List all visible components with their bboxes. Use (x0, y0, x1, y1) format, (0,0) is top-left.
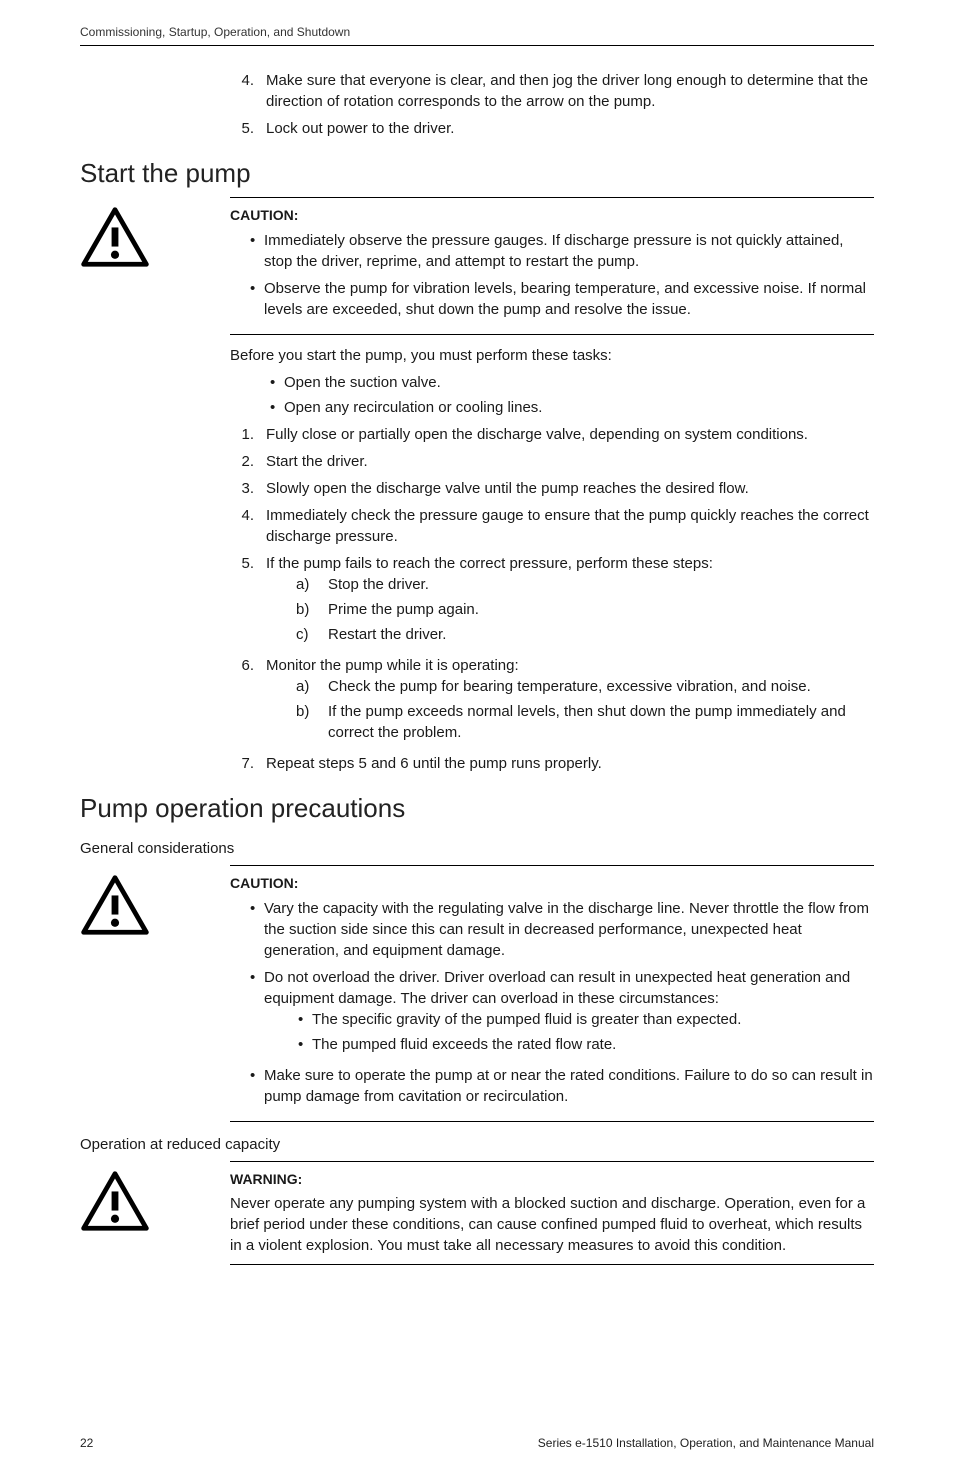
list-item: 1. Fully close or partially open the disc… (230, 424, 874, 445)
section-title-precautions: Pump operation precautions (80, 790, 874, 826)
warning-label: WARNING: (230, 1170, 874, 1190)
running-header: Commissioning, Startup, Operation, and S… (80, 24, 874, 46)
list-text: Repeat steps 5 and 6 until the pump runs… (266, 755, 602, 772)
list-text: Lock out power to the driver. (266, 120, 454, 137)
caution-block-1: CAUTION: Immediately observe the pressur… (80, 197, 874, 335)
list-subitem: c)Restart the driver. (296, 624, 874, 645)
bullet-item: Observe the pump for vibration levels, b… (250, 278, 874, 320)
warning-text: Never operate any pumping system with a … (230, 1193, 874, 1256)
list-number: 5. (230, 118, 254, 139)
list-text: Fully close or partially open the discha… (266, 426, 808, 443)
list-text: Immediately check the pressure gauge to … (266, 507, 869, 545)
caution-block-2: CAUTION: Vary the capacity with the regu… (80, 865, 874, 1122)
list-number: 4. (230, 70, 254, 112)
list-subitem: a)Check the pump for bearing temperature… (296, 676, 874, 697)
subheading-general: General considerations (80, 838, 874, 859)
bullet-item: Open the suction valve. (270, 372, 874, 393)
caution-label: CAUTION: (230, 874, 874, 894)
list-item: 2. Start the driver. (230, 451, 874, 472)
list-number: 4. (230, 505, 254, 547)
bullet-item: Immediately observe the pressure gauges.… (250, 230, 874, 272)
list-number: 2. (230, 451, 254, 472)
list-item: 6. Monitor the pump while it is operating… (230, 655, 874, 747)
warning-icon (80, 197, 230, 335)
list-text: Make sure that everyone is clear, and th… (266, 72, 868, 110)
list-number: 5. (230, 553, 254, 649)
warning-icon (80, 865, 230, 1122)
list-text: Monitor the pump while it is operating: (266, 657, 519, 674)
continued-steps: 4. Make sure that everyone is clear, and … (230, 70, 874, 139)
list-subitem: b)If the pump exceeds normal levels, the… (296, 701, 874, 743)
page-number: 22 (80, 1435, 93, 1452)
section-title-start-pump: Start the pump (80, 155, 874, 191)
list-text: Slowly open the discharge valve until th… (266, 480, 749, 497)
doc-title: Series e-1510 Installation, Operation, a… (538, 1435, 874, 1452)
list-number: 7. (230, 753, 254, 774)
list-text: Start the driver. (266, 453, 368, 470)
warning-icon (80, 1161, 230, 1266)
list-number: 3. (230, 478, 254, 499)
list-subitem: b)Prime the pump again. (296, 599, 874, 620)
page-footer: 22 Series e-1510 Installation, Operation… (80, 1435, 874, 1452)
bullet-item: Make sure to operate the pump at or near… (250, 1065, 874, 1107)
list-number: 1. (230, 424, 254, 445)
bullet-item: Open any recirculation or cooling lines. (270, 397, 874, 418)
list-item: 5. If the pump fails to reach the correct… (230, 553, 874, 649)
bullet-item: Vary the capacity with the regulating va… (250, 898, 874, 961)
bullet-item: Do not overload the driver. Driver overl… (250, 967, 874, 1059)
list-text: If the pump fails to reach the correct p… (266, 555, 713, 572)
warning-block: WARNING: Never operate any pumping syste… (80, 1161, 874, 1266)
list-subitem: a)Stop the driver. (296, 574, 874, 595)
before-text: Before you start the pump, you must perf… (230, 345, 874, 366)
bullet-subitem: The pumped fluid exceeds the rated flow … (298, 1034, 874, 1055)
bullet-subitem: The specific gravity of the pumped fluid… (298, 1009, 874, 1030)
list-item: 3. Slowly open the discharge valve until … (230, 478, 874, 499)
list-item: 7. Repeat steps 5 and 6 until the pump ru… (230, 753, 874, 774)
caution-label: CAUTION: (230, 206, 874, 226)
start-pump-body: Before you start the pump, you must perf… (230, 345, 874, 774)
list-item: 4. Make sure that everyone is clear, and … (230, 70, 874, 112)
list-number: 6. (230, 655, 254, 747)
subheading-reduced: Operation at reduced capacity (80, 1134, 874, 1155)
list-item: 4. Immediately check the pressure gauge t… (230, 505, 874, 547)
list-item: 5. Lock out power to the driver. (230, 118, 874, 139)
